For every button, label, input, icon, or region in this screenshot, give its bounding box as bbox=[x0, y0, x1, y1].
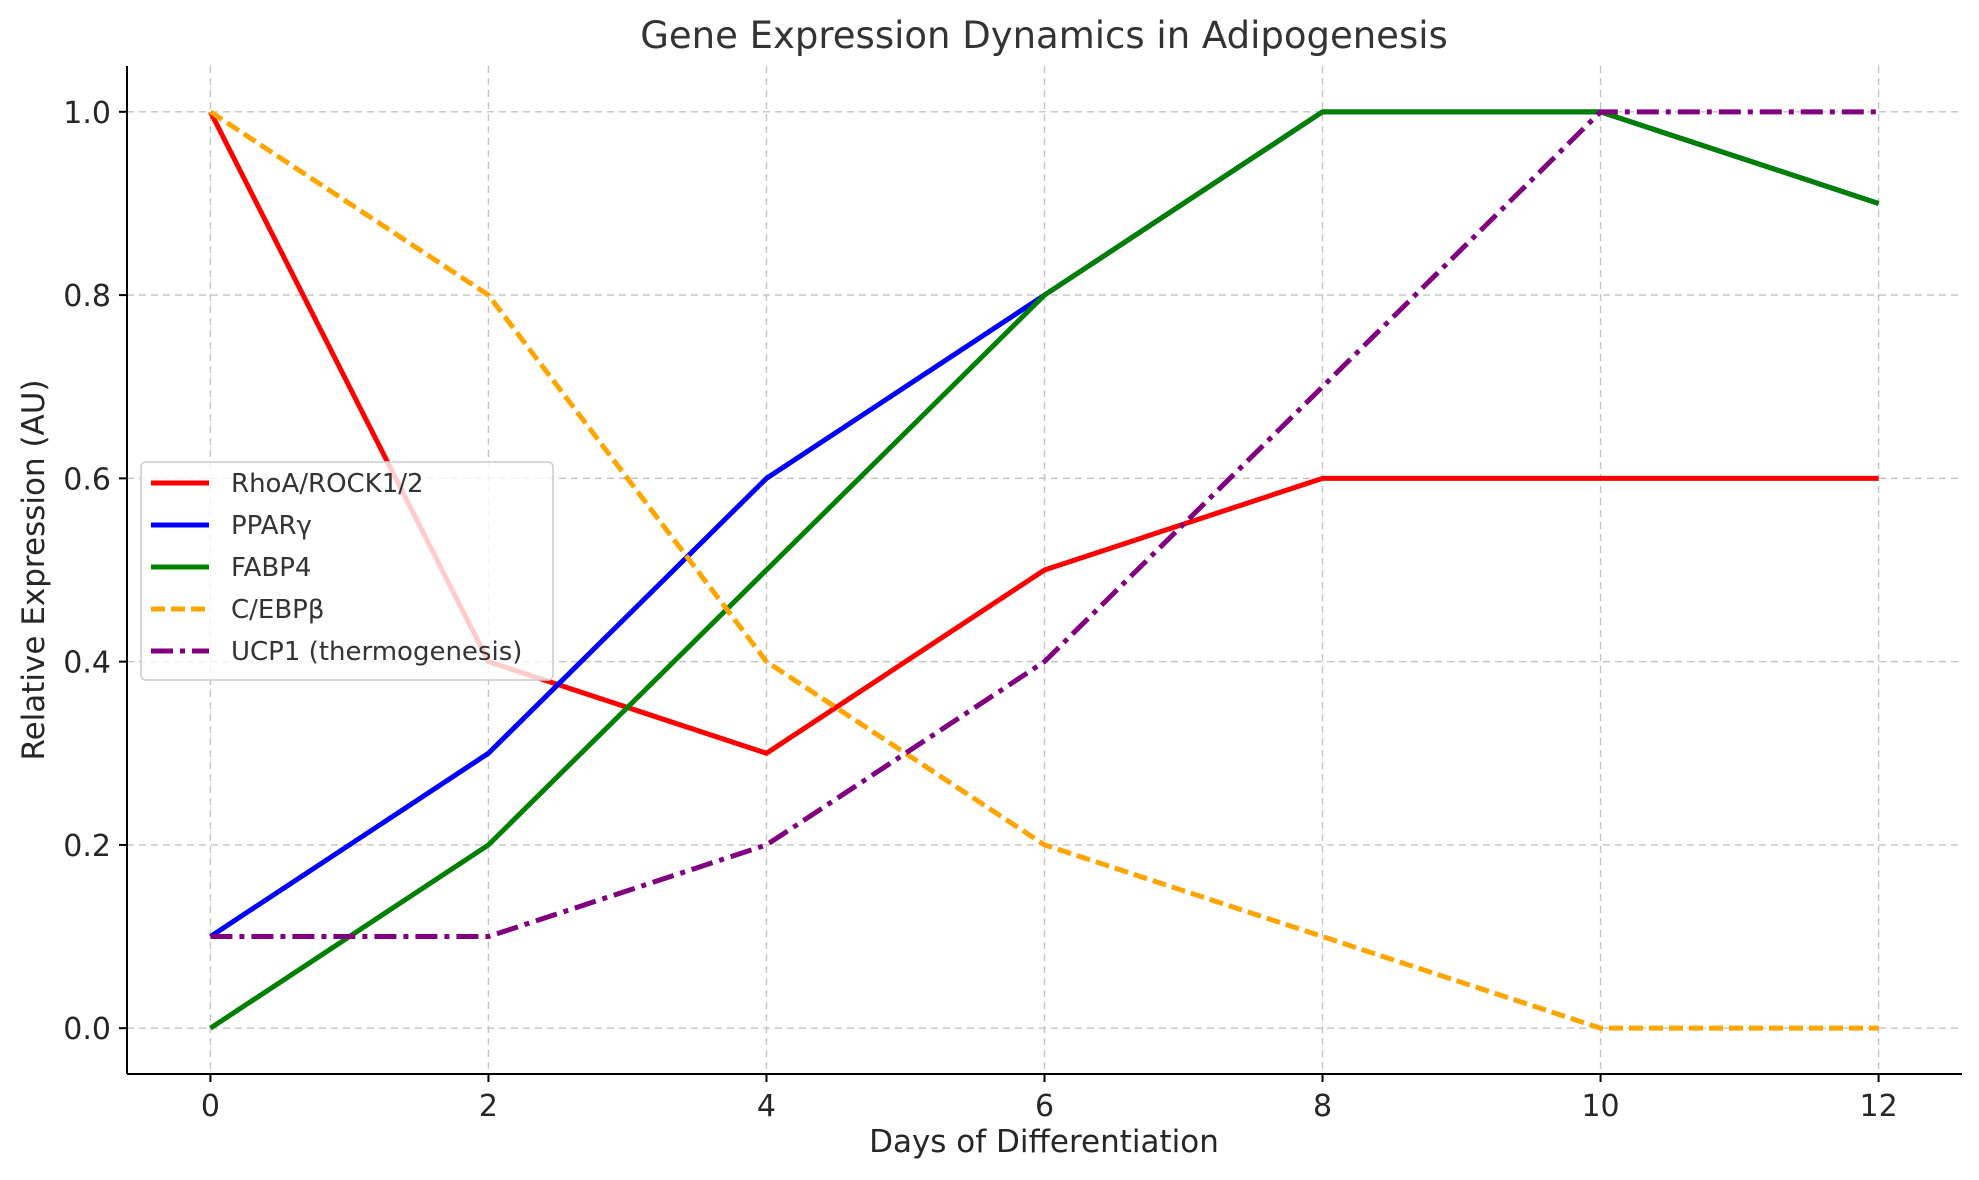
tick-labels: 0 2 4 6 8 10 12 0.0 0.2 0.4 0.6 0.8 1.0 bbox=[63, 96, 1897, 1124]
legend: RhoA/ROCK1/2 PPARγ FABP4 C/EBPβ UCP1 (thermo… bbox=[140, 461, 554, 681]
y-tick-label: 0.2 bbox=[63, 829, 111, 864]
y-tick-label: 0.6 bbox=[63, 462, 111, 497]
x-tick-label: 6 bbox=[1035, 1089, 1054, 1124]
y-tick-label: 1.0 bbox=[63, 96, 111, 131]
x-tick-label: 10 bbox=[1581, 1089, 1619, 1124]
x-axis-title: Days of Differentiation bbox=[869, 1124, 1219, 1160]
legend-box bbox=[140, 461, 554, 681]
legend-label: UCP1 (thermogenesis) bbox=[231, 637, 522, 667]
y-tick-label: 0.0 bbox=[63, 1012, 111, 1047]
y-tick-label: 0.8 bbox=[63, 279, 111, 314]
series-line-3 bbox=[209, 109, 1879, 1031]
chart-title: Gene Expression Dynamics in Adipogenesis bbox=[640, 14, 1448, 57]
y-tick-label: 0.4 bbox=[63, 646, 111, 681]
legend-label: RhoA/ROCK1/2 bbox=[231, 469, 424, 499]
x-tick-label: 0 bbox=[201, 1089, 220, 1124]
legend-label: FABP4 bbox=[231, 553, 311, 583]
x-tick-label: 12 bbox=[1859, 1089, 1897, 1124]
legend-label: C/EBPβ bbox=[231, 595, 324, 625]
x-tick-label: 2 bbox=[479, 1089, 498, 1124]
x-tick-label: 4 bbox=[757, 1089, 776, 1124]
legend-label: PPARγ bbox=[231, 511, 312, 541]
series-line-4 bbox=[210, 109, 1879, 940]
y-axis-title: Relative Expression (AU) bbox=[16, 379, 52, 760]
x-tick-label: 8 bbox=[1313, 1089, 1332, 1124]
